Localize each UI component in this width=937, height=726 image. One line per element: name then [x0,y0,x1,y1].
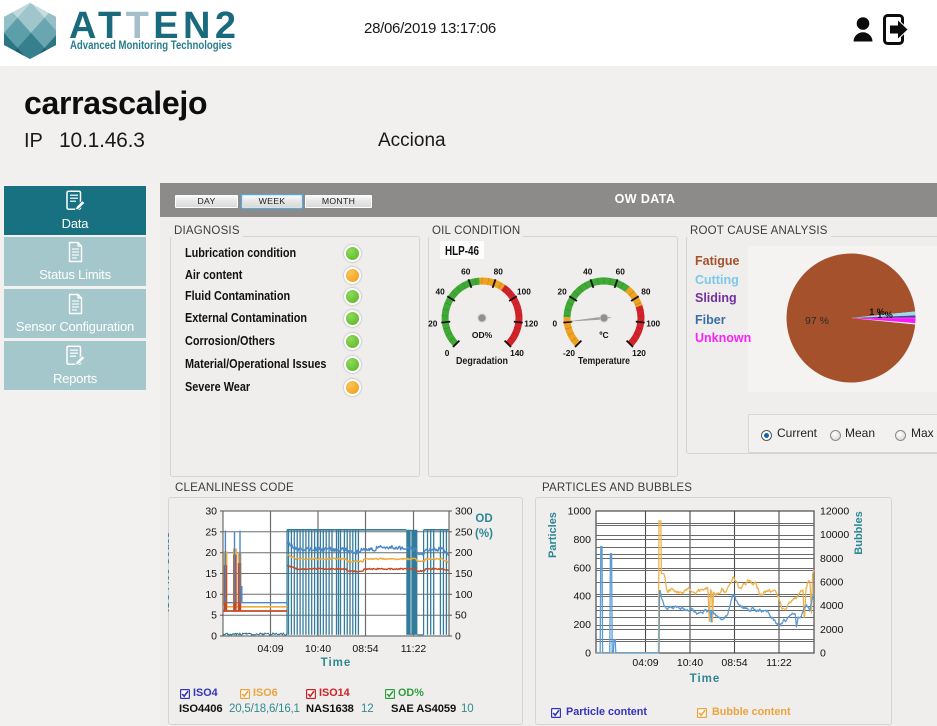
svg-text:10: 10 [205,589,217,601]
svg-text:0: 0 [445,348,450,358]
svg-text:0: 0 [820,648,826,660]
svg-text:04:09: 04:09 [632,657,658,669]
svg-text:ISO4406 Codes: ISO4406 Codes [168,532,172,612]
svg-text:Degradation: Degradation [456,355,508,367]
svg-text:ºC: ºC [599,330,608,340]
svg-text:04:09: 04:09 [257,643,283,655]
svg-text:40: 40 [435,287,445,297]
svg-text:Time: Time [690,673,721,685]
svg-text:4000: 4000 [820,600,844,612]
svg-text:20: 20 [205,547,217,559]
svg-text:120: 120 [632,348,646,358]
svg-text:Time: Time [321,657,352,669]
svg-text:0: 0 [585,648,591,660]
svg-text:150: 150 [455,568,473,580]
svg-text:OD%: OD% [472,330,493,340]
svg-text:11:22: 11:22 [766,657,792,669]
svg-text:97 %: 97 % [805,315,829,327]
svg-text:600: 600 [573,562,591,574]
svg-text:0: 0 [552,319,557,329]
svg-text:Particles: Particles [547,512,559,558]
svg-text:100: 100 [646,319,660,329]
svg-text:200: 200 [573,619,591,631]
svg-text:100: 100 [455,589,473,601]
svg-text:Bubbles: Bubbles [853,511,865,554]
svg-text:800: 800 [573,534,591,546]
svg-text:10:40: 10:40 [677,657,703,669]
svg-text:15: 15 [205,568,217,580]
svg-text:50: 50 [455,610,467,622]
svg-text:08:54: 08:54 [352,643,378,655]
svg-text:300: 300 [455,506,473,518]
svg-text:140: 140 [510,348,524,358]
svg-text:100: 100 [517,287,531,297]
svg-text:10000: 10000 [820,529,849,541]
svg-text:8000: 8000 [820,553,844,565]
svg-text:400: 400 [573,591,591,603]
svg-text:5: 5 [211,610,217,622]
svg-text:60: 60 [461,266,471,276]
svg-text:200: 200 [455,547,473,559]
svg-text:60: 60 [616,266,626,276]
svg-text:80: 80 [641,287,651,297]
svg-text:1000: 1000 [568,506,592,518]
svg-text:20: 20 [557,287,567,297]
svg-text:25: 25 [205,526,217,538]
svg-text:250: 250 [455,526,473,538]
svg-text:1 %: 1 % [877,310,893,320]
svg-text:10:40: 10:40 [305,643,331,655]
svg-text:Temperature: Temperature [578,355,630,367]
svg-text:40: 40 [583,266,593,276]
svg-text:6000: 6000 [820,577,844,589]
svg-text:80: 80 [494,266,504,276]
svg-text:OD: OD [475,513,492,525]
svg-text:30: 30 [205,506,217,518]
svg-text:2000: 2000 [820,624,844,636]
svg-text:0: 0 [455,631,461,643]
svg-text:1 %: 1 % [869,307,885,317]
svg-text:HLP-46: HLP-46 [445,244,479,258]
svg-text:11:22: 11:22 [401,643,427,655]
svg-text:20: 20 [428,319,438,329]
svg-text:12000: 12000 [820,506,849,518]
svg-text:08:54: 08:54 [721,657,747,669]
svg-text:-20: -20 [563,348,575,358]
svg-text:0: 0 [211,631,217,643]
svg-text:120: 120 [524,319,538,329]
svg-text:(%): (%) [475,528,493,540]
